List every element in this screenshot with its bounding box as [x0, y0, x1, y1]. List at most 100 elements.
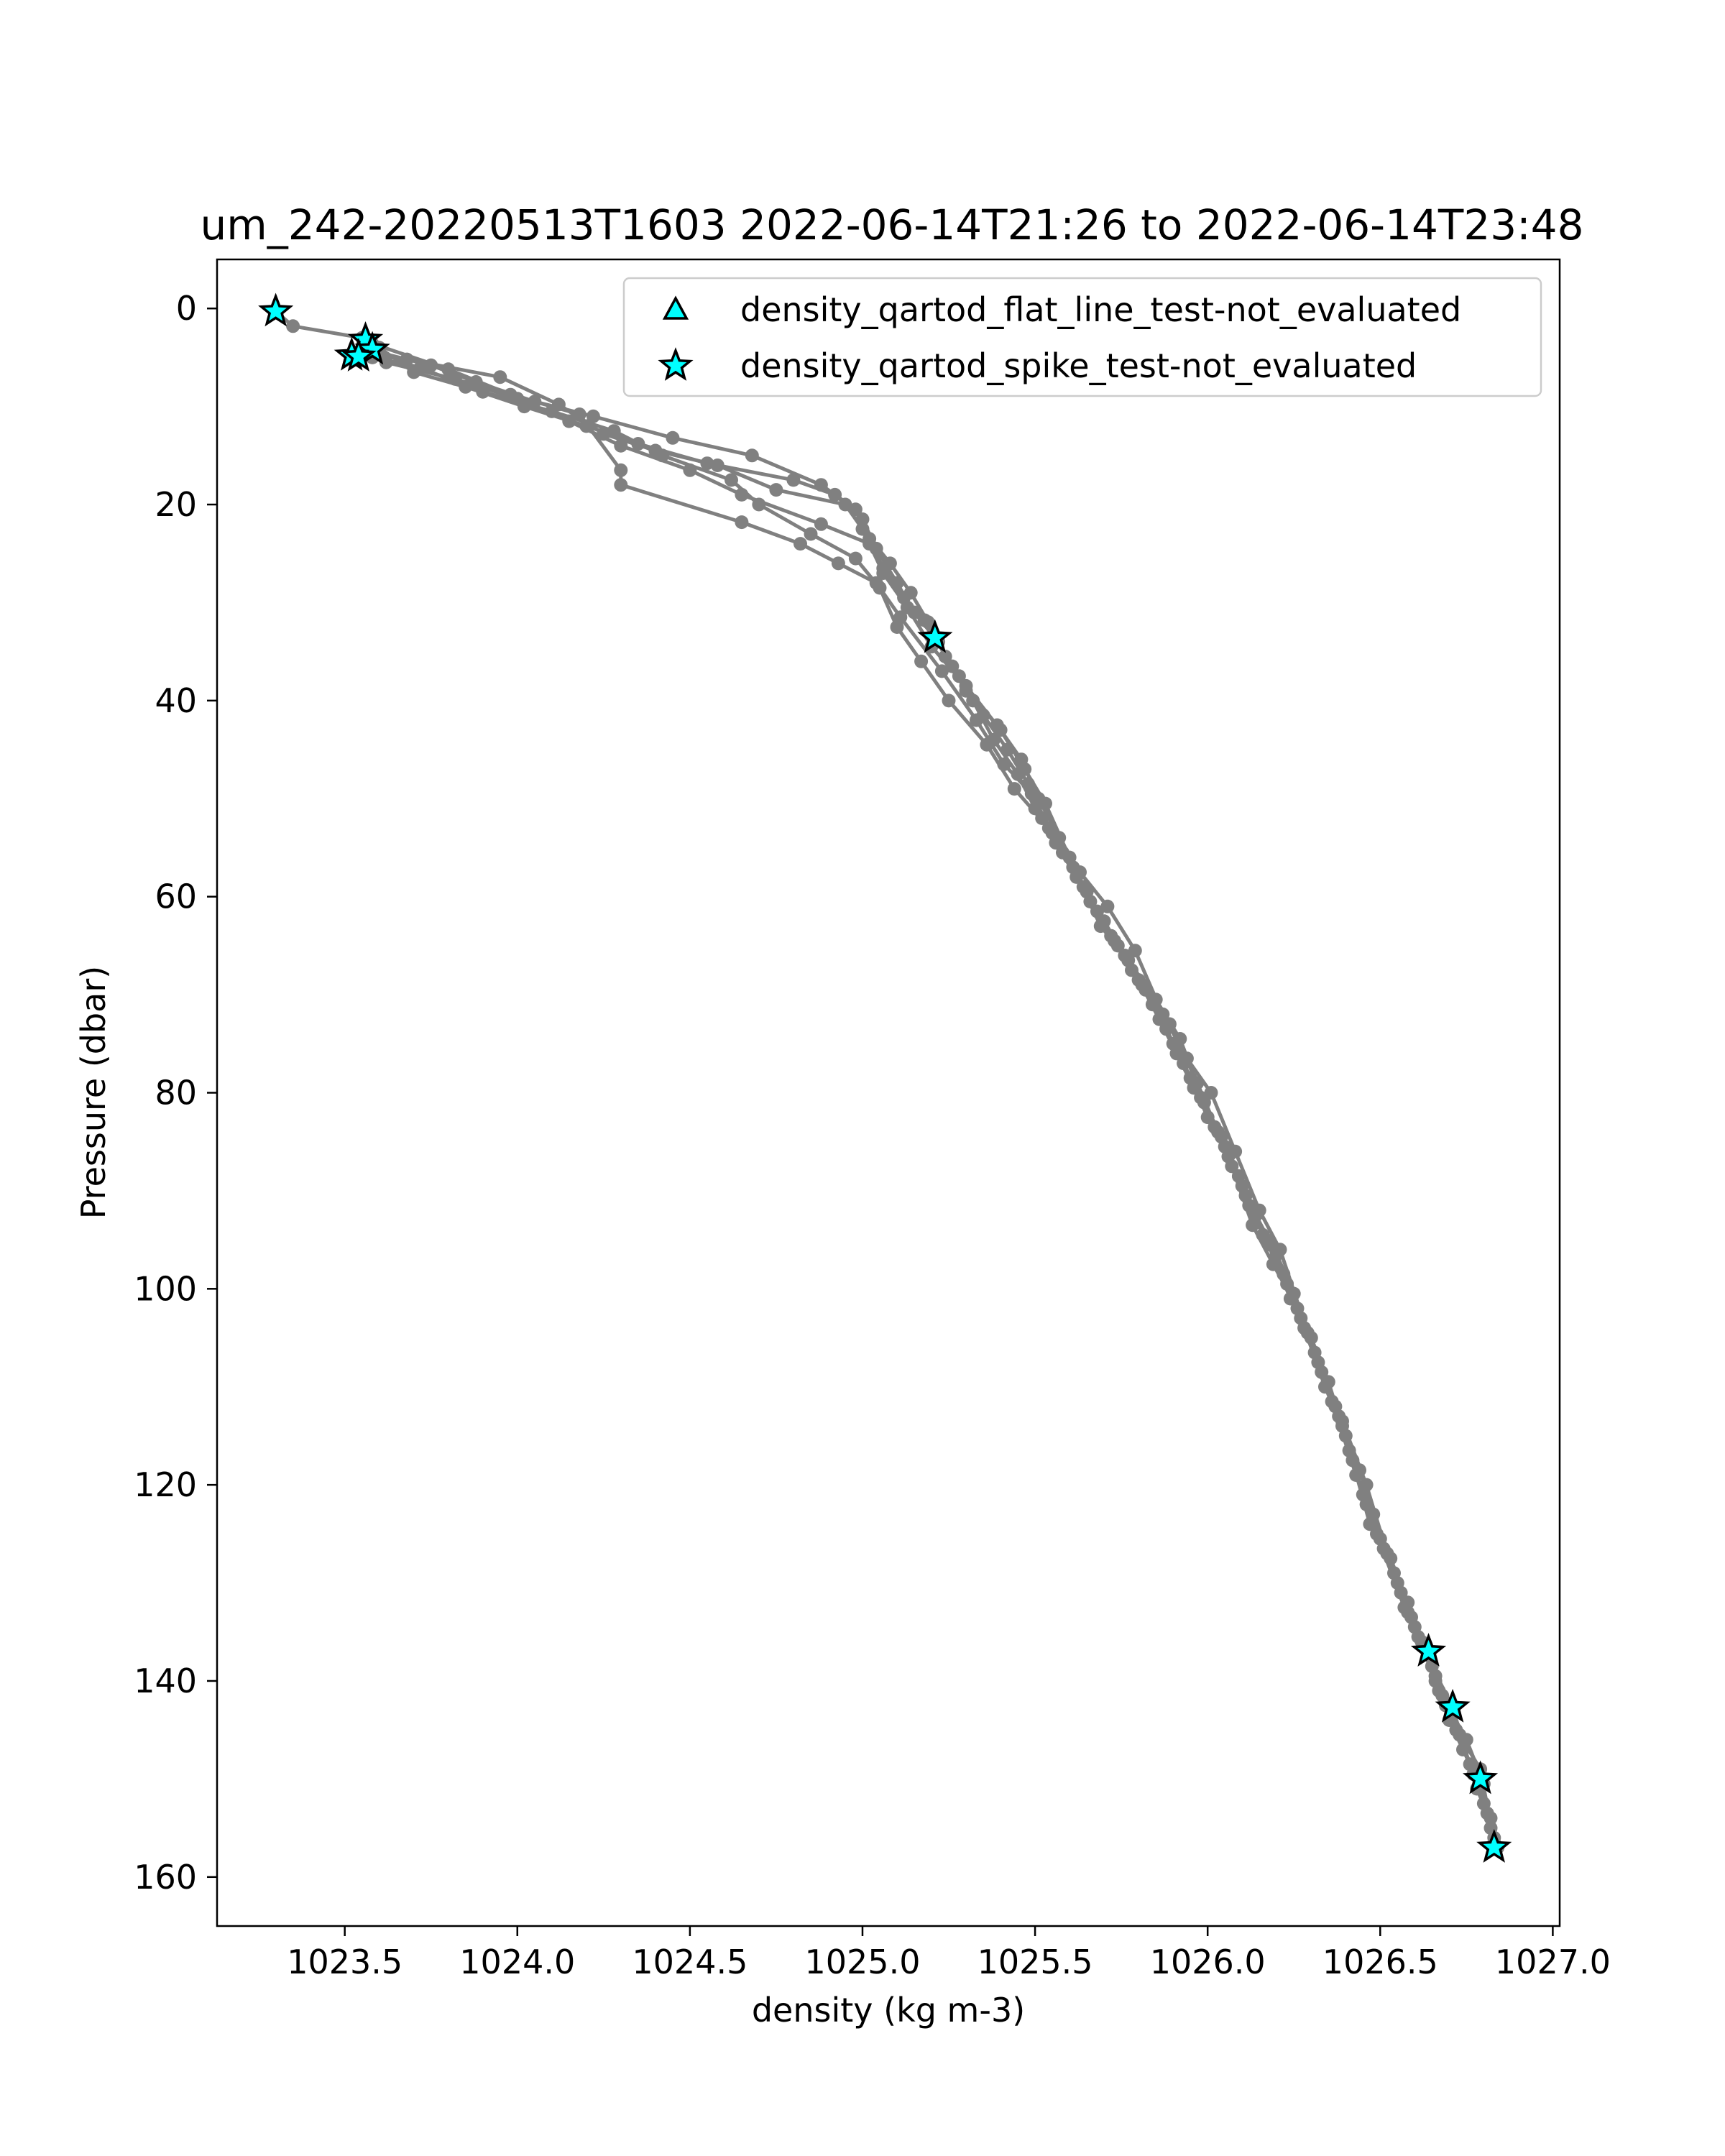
x-tick-label: 1025.5 [978, 1943, 1093, 1981]
data-point [1007, 782, 1021, 796]
data-point [1380, 1547, 1394, 1561]
data-point [572, 407, 586, 421]
x-tick-label: 1026.0 [1150, 1943, 1266, 1981]
y-tick-label: 140 [134, 1662, 197, 1700]
data-point [745, 448, 759, 463]
x-axis: 1023.5 1024.0 1024.5 1025.0 1025.5 1026.0 1026… [287, 1926, 1611, 1981]
data-point [959, 683, 973, 698]
data-point [903, 586, 918, 600]
data-point [1080, 885, 1094, 899]
data-point [831, 556, 845, 571]
data-point [1246, 1218, 1260, 1233]
data-point [794, 537, 807, 551]
data-point [1100, 899, 1115, 913]
flagged-markers-layer [258, 292, 1512, 1863]
legend-star-marker [658, 347, 694, 381]
data-point [855, 522, 870, 536]
legend-triangle-marker [662, 295, 689, 320]
y-axis: 0 20 40 60 80 100 120 140 160 [134, 289, 217, 1897]
data-point [997, 757, 1011, 771]
x-tick-label: 1027.0 [1495, 1943, 1611, 1981]
data-point [828, 487, 842, 502]
data-point [1335, 1414, 1349, 1428]
data-point [1135, 977, 1149, 992]
data-point [1273, 1243, 1287, 1257]
y-tick-label: 0 [176, 289, 197, 328]
legend-entries: density_qartod_flat_line_test-not_evalua… [658, 290, 1461, 385]
y-axis-label: Pressure (dbar) [74, 966, 113, 1219]
data-point [441, 362, 456, 377]
y-tick-label: 40 [155, 681, 197, 720]
data-point [503, 387, 518, 402]
legend: density_qartod_flat_line_test-not_evalua… [622, 277, 1542, 397]
data-point [876, 566, 891, 580]
data-point [724, 473, 738, 487]
data-point [614, 478, 628, 492]
x-axis-label: density (kg m-3) [752, 1991, 1025, 2030]
data-point [1204, 1086, 1218, 1100]
data-point [942, 694, 956, 708]
data-point [804, 527, 818, 541]
data-point [1045, 826, 1059, 840]
spike-test-marker [1410, 1633, 1447, 1667]
data-point [1259, 1233, 1274, 1247]
data-point [921, 615, 935, 630]
data-point [1307, 1345, 1322, 1360]
data-point [970, 713, 983, 727]
data-point [1190, 1076, 1205, 1090]
data-point [735, 515, 749, 530]
x-tick-label: 1023.5 [287, 1943, 402, 1981]
data-point [1108, 934, 1121, 948]
data-point [1349, 1468, 1363, 1482]
data-point [752, 497, 766, 512]
plot-area [216, 258, 1561, 1927]
data-point [1162, 1017, 1177, 1031]
data-point [883, 556, 897, 571]
y-tick-label: 20 [155, 485, 197, 524]
data-point [848, 551, 862, 566]
profile-line [372, 341, 1496, 1843]
data-point [476, 384, 490, 399]
data-point [1228, 1144, 1243, 1158]
data-point [586, 409, 600, 423]
data-point [666, 430, 680, 445]
data-point [838, 497, 852, 512]
y-tick-label: 100 [134, 1269, 197, 1308]
data-point [1453, 1728, 1467, 1742]
data-point [1128, 944, 1142, 958]
chart-title: um_242-20220513T1603 2022-06-14T21:26 to… [201, 201, 1584, 249]
legend-box [622, 277, 1542, 397]
data-point [1235, 1179, 1249, 1193]
data-point [1024, 786, 1039, 801]
data-point [893, 610, 908, 625]
y-tick-label: 120 [134, 1465, 197, 1504]
data-point [1283, 1291, 1297, 1306]
data-point [1359, 1478, 1374, 1492]
data-point [597, 427, 611, 441]
data-point [769, 483, 783, 497]
data-point [869, 576, 883, 590]
data-point [786, 473, 801, 487]
legend-label: density_qartod_flat_line_test-not_evalua… [740, 290, 1461, 329]
x-tick-label: 1024.5 [632, 1943, 748, 1981]
spike-test-marker [258, 292, 294, 327]
data-point [493, 370, 507, 384]
data-point [934, 664, 949, 678]
spike-test-marker [917, 619, 953, 653]
data-point [1211, 1125, 1225, 1139]
data-point [1014, 752, 1029, 767]
data-point [938, 650, 952, 663]
y-tick-label: 60 [155, 877, 197, 916]
data-point [1401, 1606, 1415, 1619]
data-point [814, 517, 828, 531]
spike-test-marker [354, 331, 390, 365]
data-point [710, 459, 724, 472]
data-point [286, 319, 300, 333]
spike-test-marker [1476, 1829, 1512, 1863]
data-point [407, 365, 421, 379]
legend-label: density_qartod_spike_test-not_evaluated [740, 346, 1417, 385]
data-point [1428, 1669, 1443, 1683]
y-tick-label: 160 [134, 1858, 197, 1897]
spike-test-marker [341, 338, 377, 372]
